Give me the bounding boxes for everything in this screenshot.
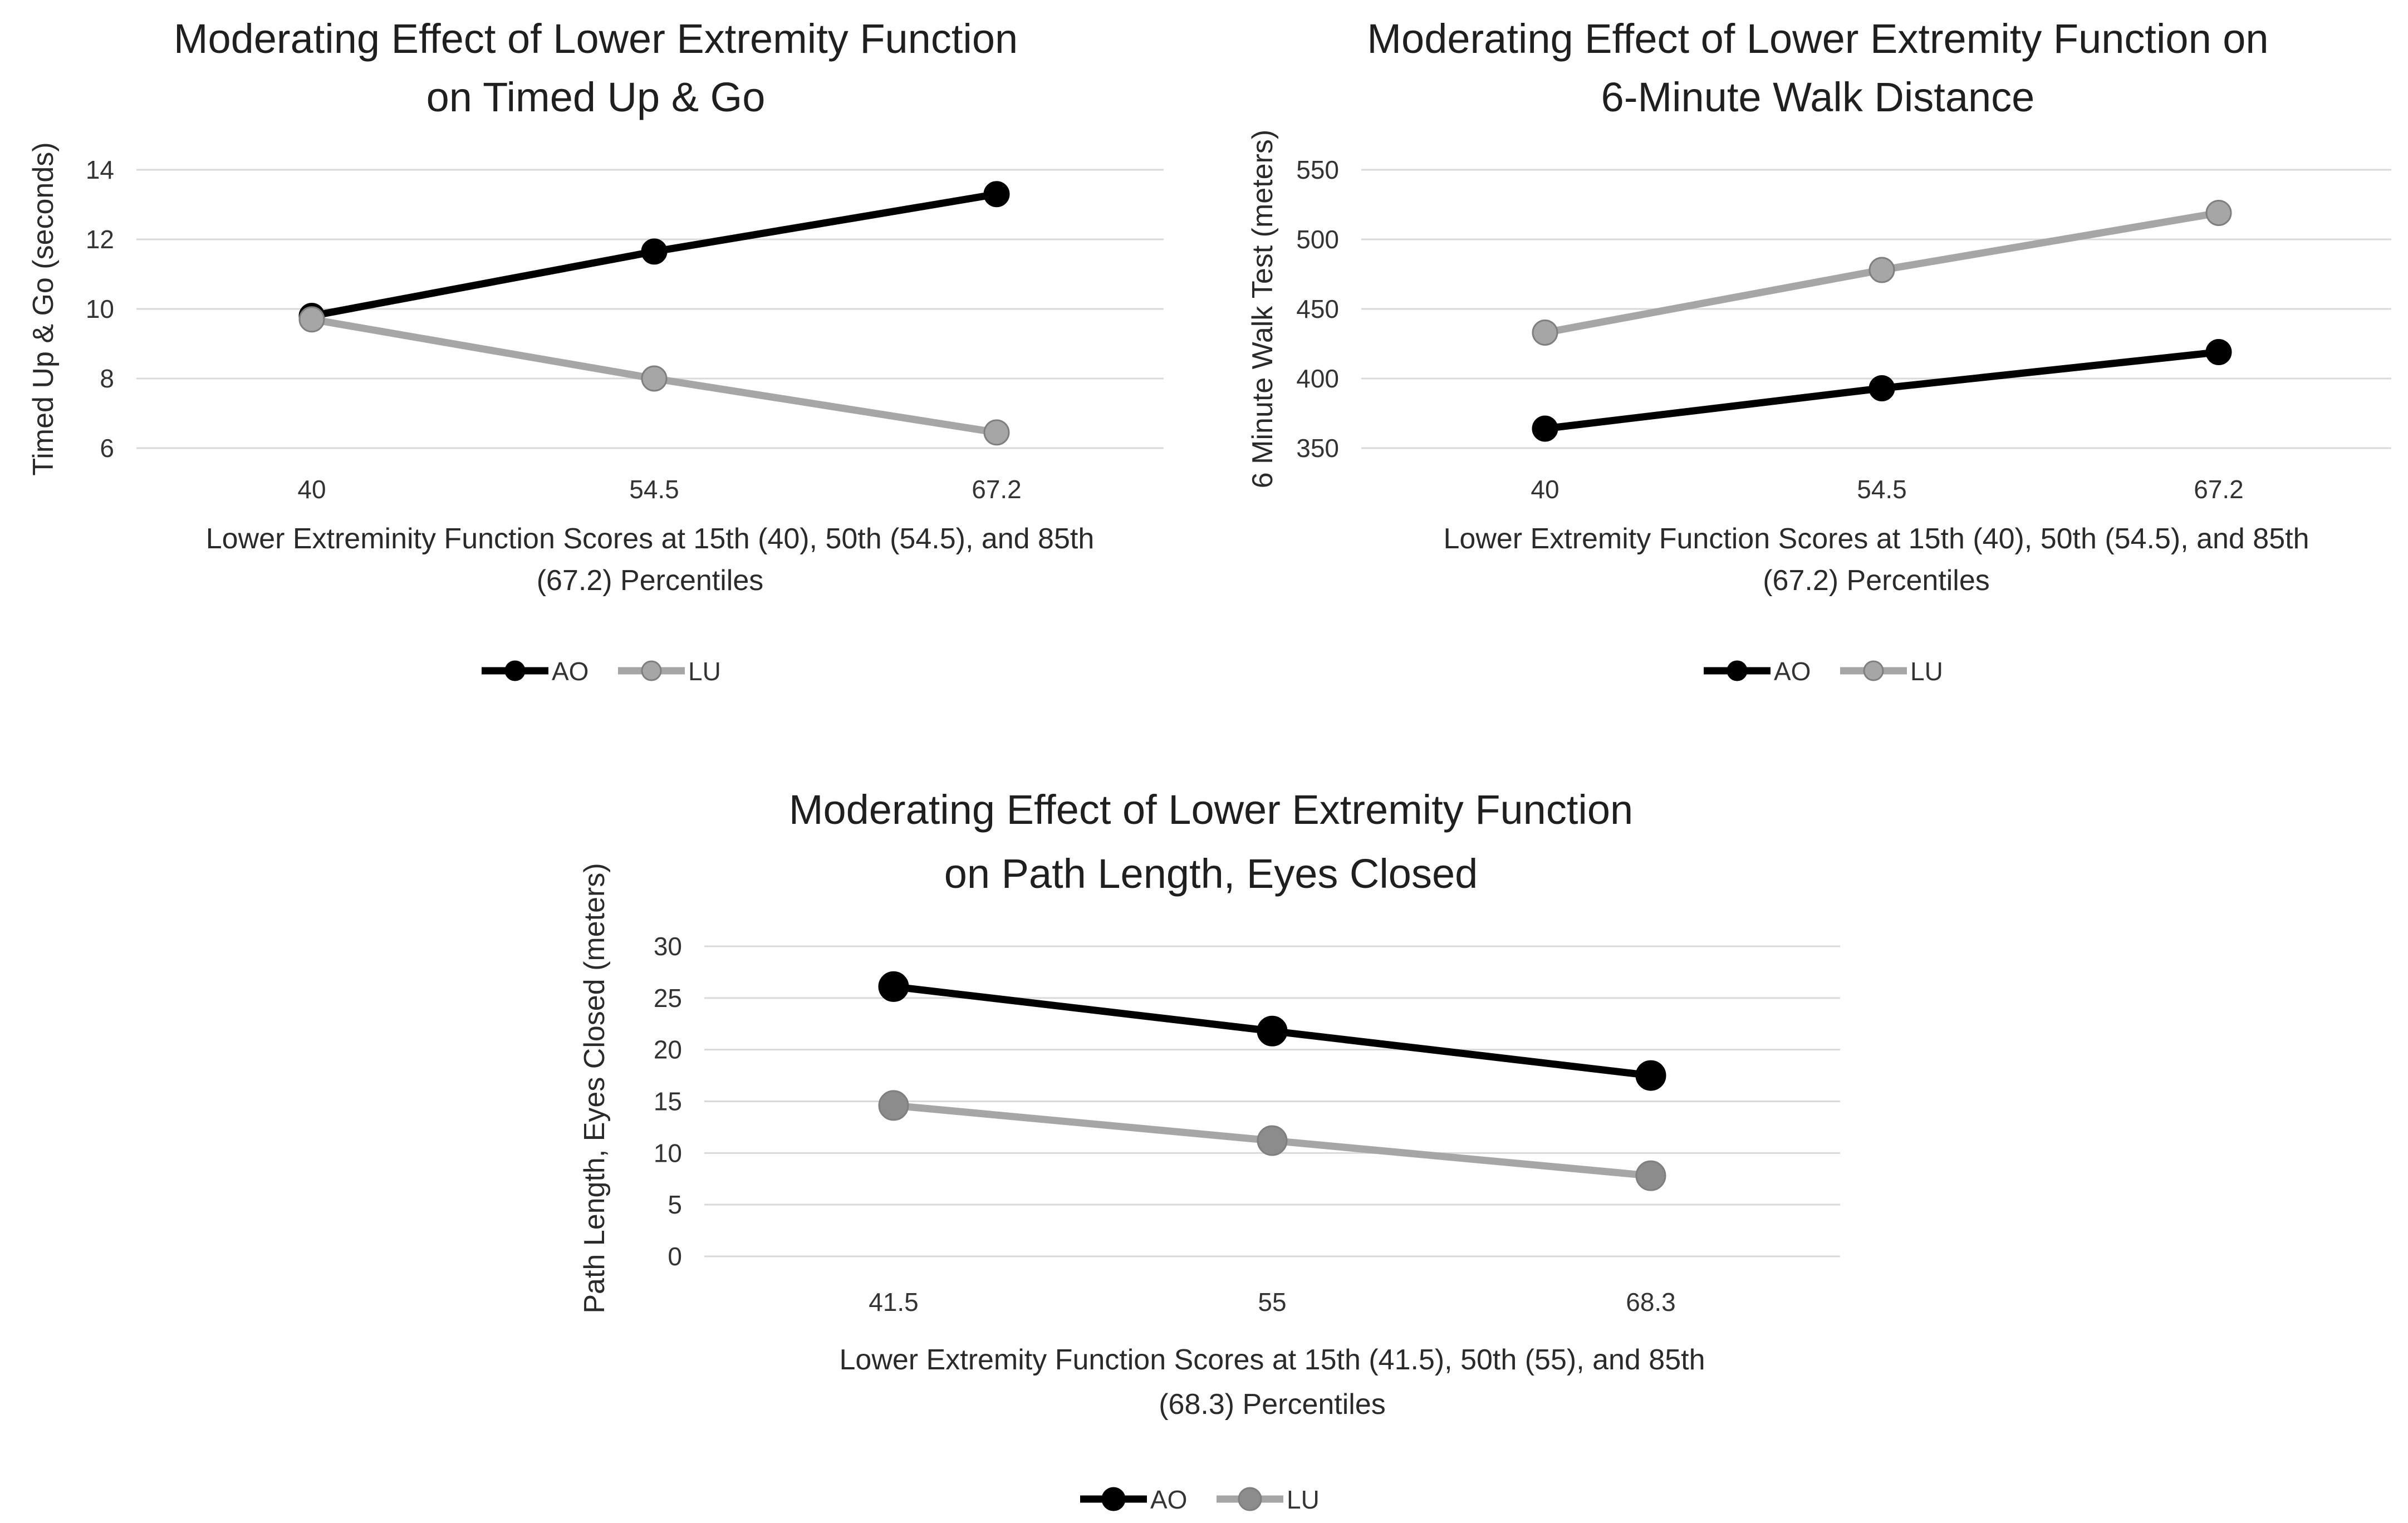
legend-label-ao: AO — [1774, 657, 1811, 686]
x-axis-label: (68.3) Percentiles — [1159, 1388, 1386, 1421]
x-axis-label: Lower Extreminity Function Scores at 15t… — [206, 523, 1095, 555]
data-point-lu — [2205, 200, 2232, 226]
y-tick-label: 12 — [86, 225, 114, 254]
y-tick-label: 6 — [100, 434, 114, 463]
y-tick-label: 10 — [86, 294, 114, 323]
chart-title-line: 6-Minute Walk Distance — [1601, 74, 2035, 120]
chart-title-line: Moderating Effect of Lower Extremity Fun… — [174, 16, 1018, 62]
chart-title-line: on Path Length, Eyes Closed — [944, 851, 1478, 897]
y-tick-label: 25 — [654, 984, 682, 1013]
y-tick-label: 20 — [654, 1035, 682, 1064]
y-tick-label: 10 — [654, 1138, 682, 1167]
legend-marker-lu — [1238, 1487, 1262, 1511]
legend-marker-lu — [1863, 660, 1884, 681]
data-point-lu — [298, 306, 325, 333]
legend-marker-ao — [1101, 1487, 1126, 1511]
y-tick-label: 15 — [654, 1087, 682, 1116]
legend-label-ao: AO — [552, 657, 588, 686]
chart-1: Moderating Effect of Lower Extremity Fun… — [27, 16, 1164, 686]
y-tick-label: 350 — [1296, 434, 1339, 463]
data-point-ao — [2205, 339, 2232, 365]
chart-title-line: Moderating Effect of Lower Extremity Fun… — [789, 787, 1633, 833]
data-point-ao — [1257, 1015, 1288, 1047]
data-point-ao — [983, 181, 1010, 208]
y-tick-label: 14 — [86, 155, 114, 184]
legend-label-lu: LU — [1287, 1485, 1320, 1514]
y-tick-label: 0 — [668, 1242, 682, 1271]
y-axis-label: Path Length, Eyes Closed (meters) — [578, 863, 611, 1313]
y-axis-label: Timed Up & Go (seconds) — [27, 142, 60, 475]
data-point-ao — [1635, 1060, 1666, 1091]
chart-title-line: Moderating Effect of Lower Extremity Fun… — [1367, 16, 2268, 62]
data-point-ao — [641, 238, 668, 265]
x-tick-label: 40 — [1531, 475, 1559, 504]
y-tick-label: 400 — [1296, 364, 1339, 393]
data-point-lu — [1868, 257, 1895, 283]
data-point-ao — [878, 971, 909, 1002]
x-axis-label: (67.2) Percentiles — [1763, 564, 1990, 597]
x-tick-label: 55 — [1258, 1288, 1286, 1316]
x-tick-label: 67.2 — [2194, 475, 2244, 504]
y-tick-label: 8 — [100, 364, 114, 393]
y-tick-label: 500 — [1296, 225, 1339, 254]
chart-2: Moderating Effect of Lower Extremity Fun… — [1247, 16, 2391, 686]
y-tick-label: 5 — [668, 1190, 682, 1219]
x-axis-label: (67.2) Percentiles — [537, 564, 764, 597]
y-tick-label: 30 — [654, 932, 682, 961]
data-point-lu — [1257, 1125, 1288, 1156]
chart-title-line: on Timed Up & Go — [426, 74, 766, 120]
legend-marker-lu — [641, 660, 662, 681]
data-point-lu — [641, 365, 668, 392]
data-point-lu — [1532, 320, 1558, 346]
data-point-ao — [1532, 415, 1558, 442]
x-axis-label: Lower Extremity Function Scores at 15th … — [1443, 523, 2309, 555]
legend-label-lu: LU — [1910, 657, 1943, 686]
legend-marker-ao — [1727, 660, 1748, 681]
data-point-lu — [983, 419, 1010, 446]
legend-label-ao: AO — [1150, 1485, 1187, 1514]
y-tick-label: 550 — [1296, 155, 1339, 184]
x-tick-label: 54.5 — [629, 475, 679, 504]
legend-marker-ao — [504, 660, 526, 681]
x-tick-label: 68.3 — [1626, 1288, 1676, 1316]
x-tick-label: 41.5 — [869, 1288, 919, 1316]
data-point-ao — [1868, 375, 1895, 401]
x-tick-label: 54.5 — [1857, 475, 1907, 504]
chart-3: Moderating Effect of Lower Extremity Fun… — [578, 787, 1840, 1514]
x-axis-label: Lower Extremity Function Scores at 15th … — [839, 1344, 1705, 1376]
y-axis-label: 6 Minute Walk Test (meters) — [1247, 130, 1279, 488]
legend-label-lu: LU — [688, 657, 721, 686]
data-point-lu — [878, 1090, 909, 1121]
y-tick-label: 450 — [1296, 294, 1339, 323]
x-tick-label: 67.2 — [972, 475, 1022, 504]
x-tick-label: 40 — [297, 475, 326, 504]
data-point-lu — [1635, 1160, 1666, 1191]
